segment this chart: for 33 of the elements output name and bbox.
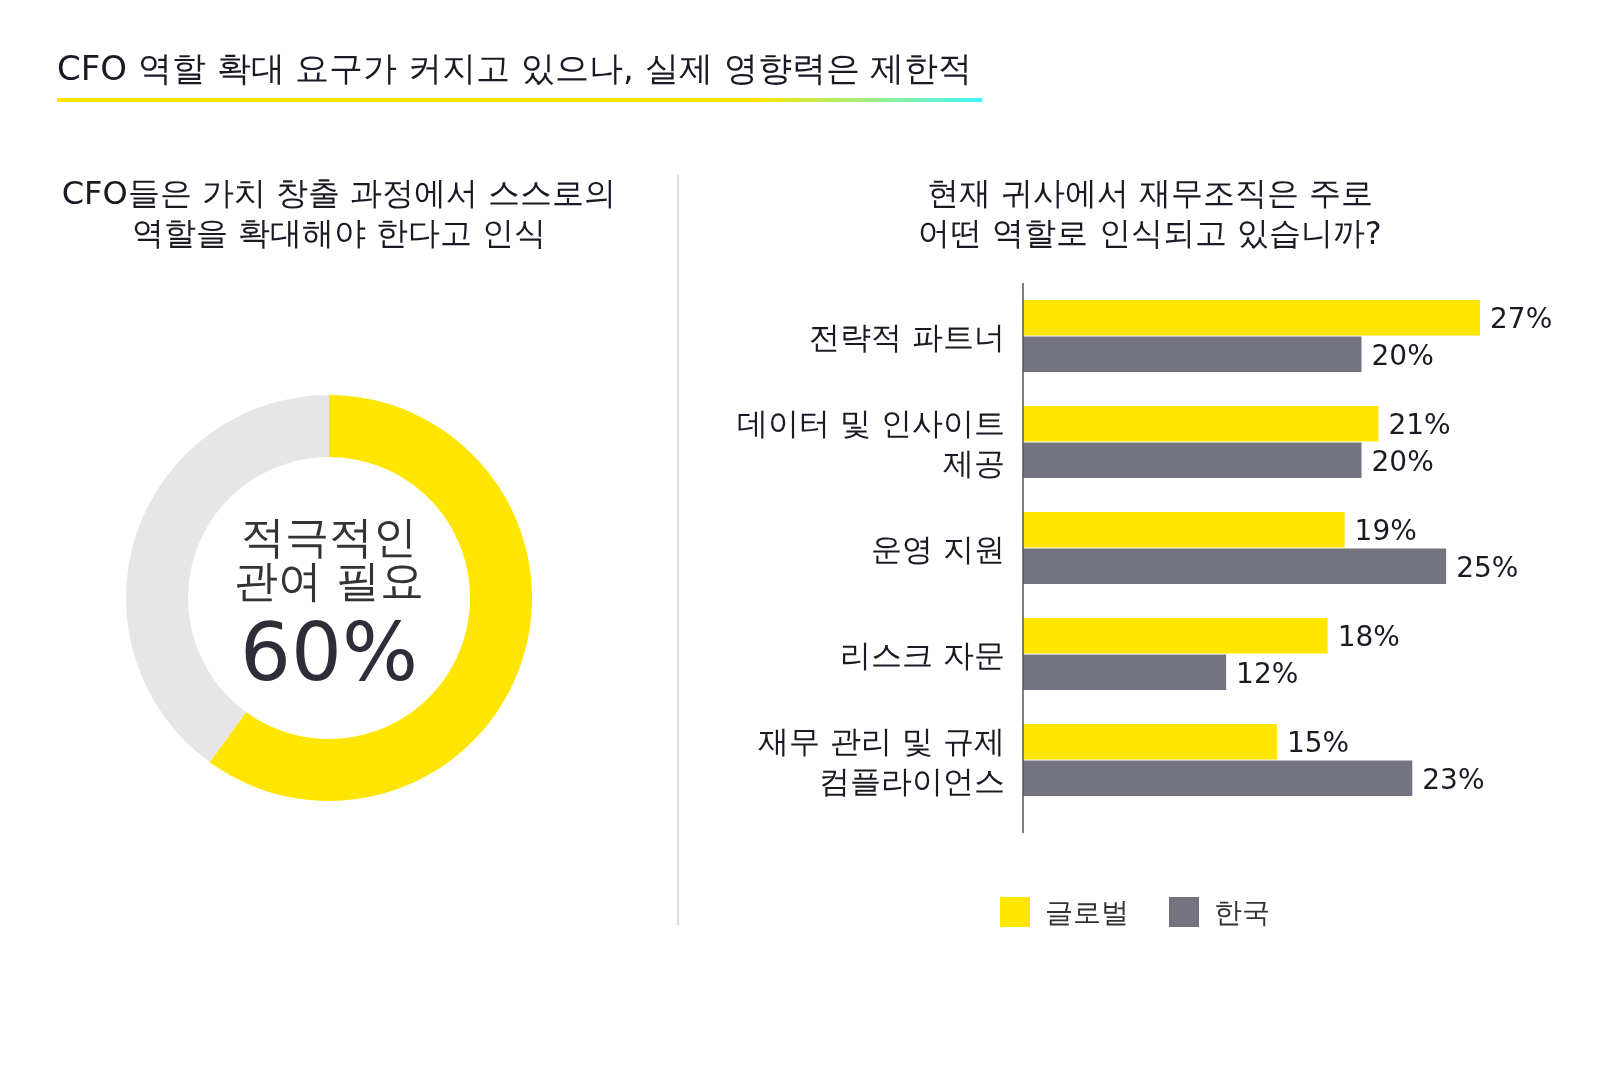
data-label: 15%: [1286, 726, 1350, 760]
bar: [1023, 618, 1328, 654]
chart-title: CFO들은 가치 창출 과정에서 스스로의 역할을 확대해야 한다고 인식: [61, 174, 617, 252]
text: CFO 역할 확대 요구가 커지고 있으나, 실제 영향력은 제한적: [57, 48, 973, 88]
y-tick-label: 재무 관리 및 규제 컴플라이언스: [758, 722, 1005, 799]
bar: [1023, 442, 1362, 478]
donut-slice: [209, 395, 532, 801]
data-label: 20%: [1371, 338, 1434, 372]
data-label: 60%: [240, 606, 418, 699]
data-label: 21%: [1388, 408, 1451, 442]
data-label: 19%: [1354, 514, 1417, 548]
data-label: 18%: [1337, 620, 1400, 654]
y-tick-label: 데이터 및 인사이트 제공: [737, 404, 1005, 481]
bar: [1023, 300, 1480, 336]
bar: [1023, 654, 1227, 690]
slice-label: 적극적인 관여 필요: [234, 511, 424, 606]
bar: [1023, 760, 1413, 796]
data-label: 12%: [1236, 656, 1299, 690]
bar: [1023, 336, 1362, 372]
legend-label: 한국: [1214, 896, 1270, 929]
bar: [1023, 724, 1277, 760]
y-tick-label: 운영 지원: [871, 530, 1005, 567]
data-label: 25%: [1456, 550, 1519, 584]
bar: [1023, 406, 1379, 442]
data-label: 23%: [1422, 762, 1485, 796]
legend-label: 글로벌: [1045, 896, 1129, 929]
y-tick-label: 전략적 파트너: [809, 318, 1005, 355]
bar: [1023, 512, 1345, 548]
chart-title: 현재 귀사에서 재무조직은 주로 어떤 역할로 인식되고 있습니까?: [918, 174, 1382, 252]
data-label: 20%: [1371, 444, 1434, 478]
data-label: 27%: [1490, 302, 1553, 336]
bar: [1023, 548, 1447, 584]
y-tick-label: 리스크 자문: [840, 636, 1005, 673]
